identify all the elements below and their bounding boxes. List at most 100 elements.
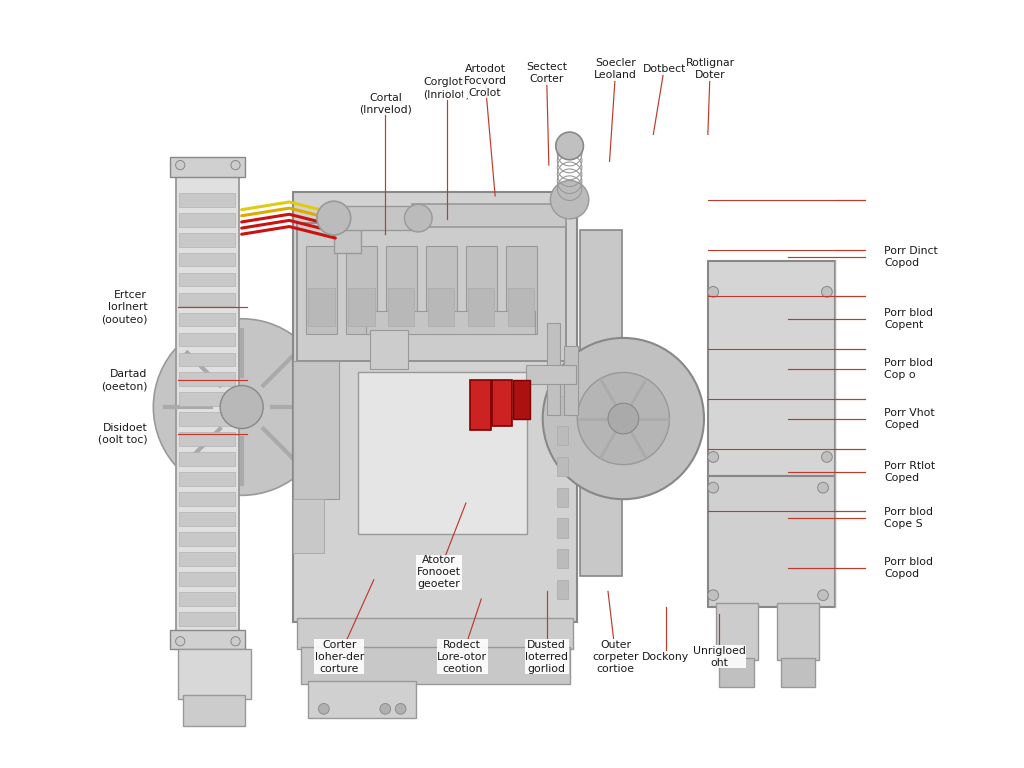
Circle shape (154, 319, 330, 495)
Circle shape (708, 452, 719, 462)
Bar (367, 311, 535, 334)
Bar (557, 457, 568, 476)
Circle shape (395, 703, 406, 714)
Circle shape (176, 161, 184, 170)
Bar (179, 552, 234, 566)
Bar (468, 288, 495, 326)
Circle shape (231, 161, 240, 170)
Bar (178, 649, 251, 699)
Bar (348, 288, 375, 326)
Bar (428, 288, 455, 326)
Bar (526, 365, 575, 384)
Bar (179, 273, 234, 286)
Bar (708, 261, 835, 476)
Bar (708, 476, 835, 607)
Bar (716, 603, 758, 660)
Text: Porr Dinct
Copod: Porr Dinct Copod (885, 247, 938, 268)
Bar (780, 658, 815, 687)
Circle shape (556, 132, 584, 160)
Bar (179, 492, 234, 506)
Circle shape (176, 637, 184, 646)
Bar (308, 288, 335, 326)
Bar (346, 246, 377, 334)
Circle shape (231, 637, 240, 646)
Bar (179, 472, 234, 486)
Bar (557, 426, 568, 445)
Bar (183, 695, 245, 726)
Text: Dusted
loterred
gorliod: Dusted loterred gorliod (525, 640, 568, 674)
Bar (179, 253, 234, 266)
Text: Dartad
(oeeton): Dartad (oeeton) (100, 369, 147, 391)
Bar (557, 549, 568, 568)
Bar (506, 246, 537, 334)
Text: Disidoet
(oolt toc): Disidoet (oolt toc) (97, 423, 147, 445)
Circle shape (578, 372, 670, 465)
Text: Outer
corpeter
cortioe: Outer corpeter cortioe (593, 640, 639, 674)
Circle shape (708, 286, 719, 297)
Bar (308, 681, 416, 718)
Text: Porr blod
Cope S: Porr blod Cope S (885, 508, 934, 529)
Circle shape (708, 590, 719, 601)
Bar (179, 193, 234, 207)
Bar (293, 192, 578, 622)
Circle shape (817, 482, 828, 493)
Bar (179, 372, 234, 386)
Bar (179, 392, 234, 406)
Bar (179, 233, 234, 247)
Bar (557, 518, 568, 538)
Bar (297, 223, 565, 361)
Text: Corgloto
(Inriolot): Corgloto (Inriolot) (423, 78, 470, 99)
Text: Atotor
Fonooet
geoeter: Atotor Fonooet geoeter (417, 555, 461, 589)
Text: Cortal
(Inrvelod): Cortal (Inrvelod) (358, 93, 412, 114)
Bar (293, 499, 324, 553)
Bar (466, 246, 497, 334)
Text: Porr Rtlot
Coped: Porr Rtlot Coped (885, 462, 936, 483)
Text: Soecler
Leoland: Soecler Leoland (594, 58, 637, 80)
Bar (179, 432, 234, 446)
Bar (777, 603, 819, 660)
Text: Porr blod
Copod: Porr blod Copod (885, 558, 934, 579)
Bar (388, 288, 415, 326)
Bar (297, 618, 573, 649)
Bar (179, 592, 234, 606)
Bar (557, 488, 568, 507)
Bar (301, 647, 569, 684)
Bar (370, 330, 409, 369)
Bar (179, 333, 234, 346)
Bar (564, 346, 578, 415)
Text: Artodot
Focvord
Crolot: Artodot Focvord Crolot (464, 64, 507, 98)
Circle shape (608, 403, 639, 434)
Circle shape (550, 180, 589, 219)
Bar (179, 612, 234, 626)
Bar (170, 630, 245, 649)
Bar (306, 246, 337, 334)
Text: Porr Vhot
Coped: Porr Vhot Coped (885, 408, 935, 429)
Text: Unrigloed
oht: Unrigloed oht (693, 646, 745, 667)
Bar (179, 313, 234, 326)
Bar (492, 380, 512, 426)
Bar (179, 412, 234, 426)
Text: Sectect
Corter: Sectect Corter (526, 62, 567, 84)
Bar (470, 380, 492, 430)
Bar (386, 246, 417, 334)
Bar (426, 246, 457, 334)
Circle shape (543, 338, 705, 499)
Text: Porr blod
Cop o: Porr blod Cop o (885, 358, 934, 379)
Bar (334, 207, 360, 253)
Bar (293, 361, 339, 499)
Bar (179, 452, 234, 466)
Bar (179, 512, 234, 526)
Circle shape (821, 286, 833, 297)
Bar (170, 157, 245, 177)
Text: Porr blod
Copent: Porr blod Copent (885, 308, 934, 329)
Bar (557, 580, 568, 599)
Text: Corter
loher-der
corture: Corter loher-der corture (314, 640, 364, 674)
Bar (557, 396, 568, 415)
Text: Dockony: Dockony (642, 651, 689, 662)
Bar (358, 372, 527, 534)
Bar (334, 206, 418, 230)
Bar (179, 572, 234, 586)
Text: Ertcer
lorlnert
(oouteo): Ertcer lorlnert (oouteo) (100, 290, 147, 324)
Bar (179, 532, 234, 546)
Circle shape (318, 703, 330, 714)
